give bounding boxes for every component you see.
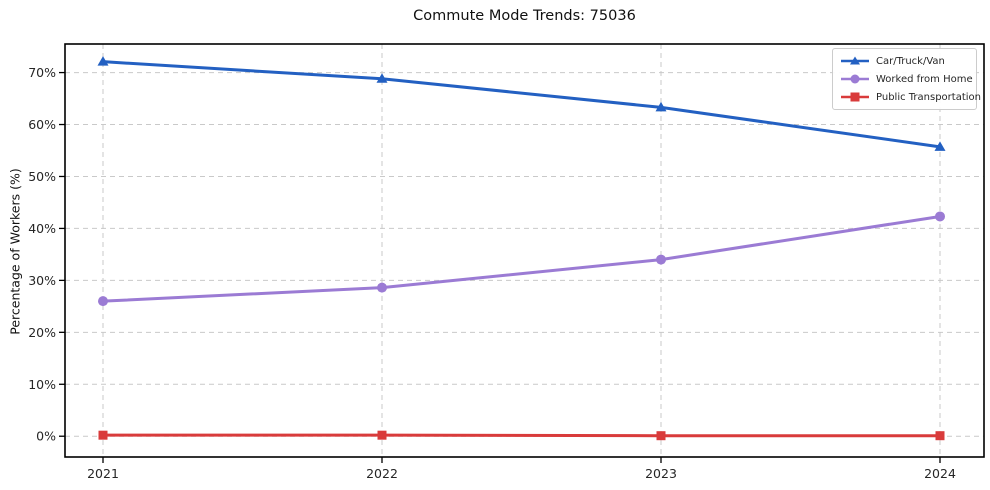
data-point: [377, 430, 387, 440]
x-tick-label: 2023: [645, 466, 677, 481]
series-line: [101, 214, 942, 303]
legend-item-car-truck-van: Car/Truck/Van: [840, 54, 968, 68]
data-point: [376, 73, 388, 83]
data-point: [97, 56, 109, 66]
data-point: [655, 101, 667, 112]
y-tick-label: 0%: [36, 429, 56, 444]
data-point: [935, 431, 945, 441]
y-tick-label: 70%: [28, 65, 56, 80]
data-point: [656, 431, 666, 441]
y-tick-label: 10%: [28, 377, 56, 392]
square-marker-icon: [841, 92, 869, 102]
data-point: [377, 282, 387, 293]
legend-label: Car/Truck/Van: [876, 55, 945, 67]
y-tick-label: 60%: [28, 117, 56, 132]
data-point: [934, 141, 946, 151]
y-tick-label: 20%: [28, 325, 56, 340]
legend-label: Worked from Home: [876, 73, 973, 85]
y-tick-label: 50%: [28, 169, 56, 184]
y-tick-label: 40%: [28, 221, 56, 236]
y-tick-label: 30%: [28, 273, 56, 288]
series-line: [101, 60, 942, 149]
triangle-marker-icon: [841, 56, 869, 65]
x-tick-label: 2021: [87, 466, 119, 481]
legend-item-worked-from-home: Worked from Home: [840, 72, 973, 86]
chart-title: Commute Mode Trends: 75036: [413, 8, 636, 24]
data-point: [656, 254, 666, 265]
x-tick-label: 2024: [924, 466, 956, 481]
x-tick-label: 2022: [366, 466, 398, 481]
data-point: [935, 211, 945, 222]
data-point: [98, 296, 108, 307]
legend-label: Public Transportation: [876, 91, 981, 103]
data-point: [98, 430, 108, 440]
plot-border: [64, 43, 985, 458]
series-line: [101, 433, 942, 438]
legend-item-public-transportation: Public Transportation: [840, 90, 981, 104]
circle-marker-icon: [841, 74, 869, 84]
legend: Car/Truck/Van Worked from Home Public Tr…: [832, 48, 981, 110]
